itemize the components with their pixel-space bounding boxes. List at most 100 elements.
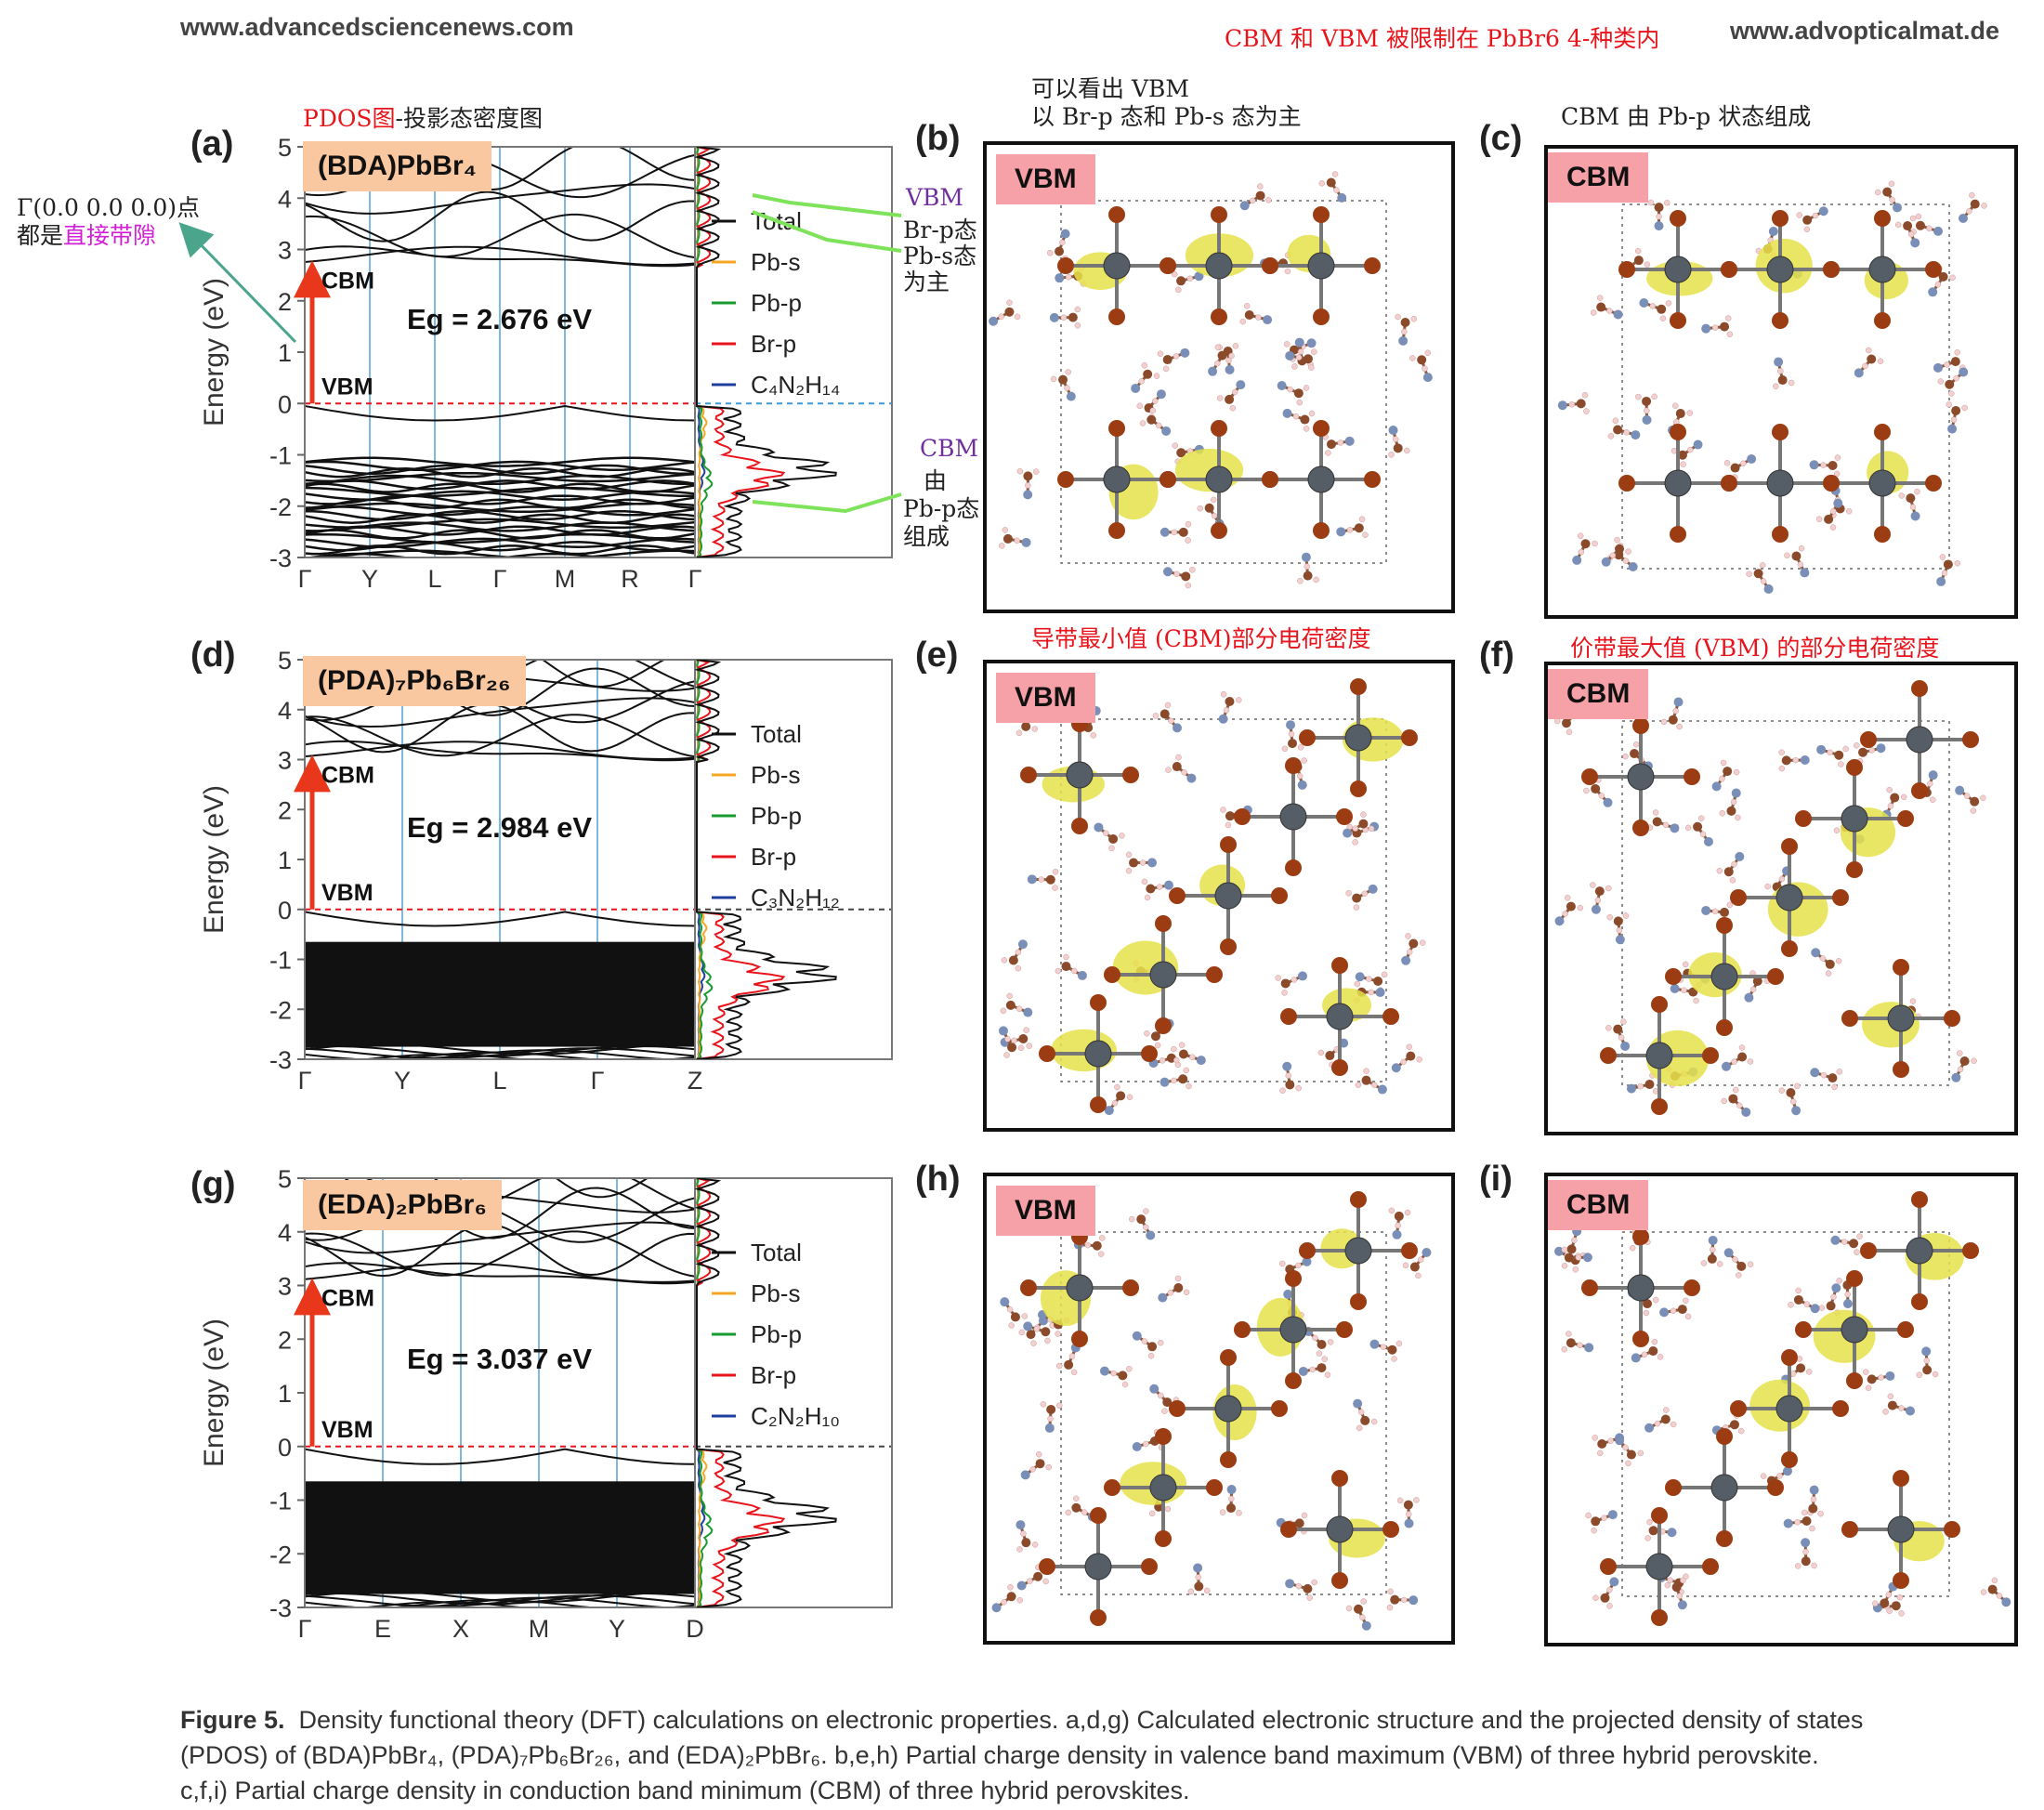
nitrogen-atom — [1016, 1580, 1027, 1591]
hydrogen-atom — [1862, 362, 1868, 370]
hydrogen-atom — [1886, 786, 1893, 794]
nitrogen-atom — [1809, 460, 1819, 470]
bromine-atom — [1925, 475, 1942, 492]
bromine-atom — [1336, 808, 1353, 825]
hydrogen-atom — [1014, 537, 1020, 544]
legend-label-1: Pb-s — [751, 761, 800, 789]
hydrogen-atom — [1156, 884, 1163, 890]
carbon-atom — [1723, 767, 1733, 777]
unit-cell-outline — [1060, 200, 1387, 564]
nitrogen-atom — [1670, 823, 1680, 833]
hydrogen-atom — [1817, 1510, 1824, 1517]
charge-density-h: VBM — [983, 1173, 1455, 1645]
hydrogen-atom — [1622, 1444, 1629, 1451]
y-tick-label-5: 5 — [278, 134, 292, 162]
y-tick-label-3: 3 — [278, 747, 292, 775]
nitrogen-atom — [1818, 206, 1828, 216]
carbon-atom — [1796, 1363, 1806, 1373]
carbon-atom — [1225, 811, 1235, 821]
hydrogen-atom — [1946, 401, 1952, 408]
journal-url-right[interactable]: www.advopticalmat.de — [1730, 17, 2000, 45]
nitrogen-atom — [1337, 192, 1347, 203]
bromine-atom — [1401, 1242, 1418, 1259]
carbon-atom — [1849, 1239, 1859, 1249]
badge-h: VBM — [996, 1186, 1095, 1236]
hydrogen-atom — [1614, 536, 1620, 544]
carbon-atom — [1594, 886, 1605, 897]
hydrogen-atom — [1834, 454, 1841, 461]
hydrogen-atom — [1395, 313, 1401, 321]
journal-url-left[interactable]: www.advancedsciencenews.com — [180, 13, 574, 41]
bromine-atom — [1285, 757, 1302, 774]
valence-band-11 — [305, 498, 695, 509]
nitrogen-atom — [991, 1603, 1002, 1613]
carbon-atom — [1566, 1338, 1576, 1348]
label-d: (d) — [190, 636, 236, 675]
hydrogen-atom — [1228, 352, 1235, 360]
bromine-atom — [1071, 818, 1088, 834]
hydrogen-atom — [1026, 1043, 1033, 1049]
nitrogen-atom — [1801, 1538, 1811, 1548]
hydrogen-atom — [1649, 303, 1657, 309]
carbon-atom — [1176, 276, 1186, 286]
caption-line3: c,f,i) Partial charge density in conduct… — [180, 1777, 1190, 1804]
nitrogen-atom — [1810, 1068, 1820, 1078]
nitrogen-atom — [1947, 424, 1958, 434]
nitrogen-atom — [1162, 567, 1173, 577]
y-tick-label-5: 5 — [278, 1165, 292, 1193]
hydrogen-atom — [1854, 742, 1860, 749]
hydrogen-atom — [1417, 1256, 1424, 1264]
nitrogen-atom — [1023, 1321, 1033, 1331]
compound-badge-d: (PDA)₇Pb₆Br₂₆ — [303, 656, 526, 706]
nitrogen-atom — [1642, 414, 1652, 425]
carbon-atom — [1566, 901, 1576, 912]
hydrogen-atom — [1171, 1077, 1177, 1084]
carbon-atom — [1801, 1556, 1811, 1567]
nitrogen-atom — [1388, 426, 1398, 436]
nitrogen-atom — [1131, 383, 1141, 393]
bromine-atom — [1211, 206, 1227, 223]
nitrogen-atom — [1831, 1283, 1841, 1293]
bromine-atom — [1160, 257, 1176, 274]
hydrogen-atom — [1699, 831, 1707, 838]
bromine-atom — [1271, 1400, 1288, 1417]
hydrogen-atom — [1625, 548, 1631, 555]
bromine-atom — [1767, 968, 1784, 985]
hydrogen-atom — [1664, 200, 1671, 206]
hydrogen-atom — [1591, 1527, 1597, 1534]
carbon-atom — [1906, 493, 1916, 504]
hydrogen-atom — [1622, 912, 1630, 919]
nitrogen-atom — [1193, 1563, 1203, 1573]
lead-atom — [1344, 724, 1372, 752]
carbon-atom — [1406, 1051, 1416, 1061]
k-point-label-1: Y — [394, 1067, 411, 1095]
hydrogen-atom — [1211, 496, 1217, 504]
carbon-atom — [1597, 1439, 1607, 1449]
vbm-note-line1: 可以看出 VBM — [1031, 75, 1189, 102]
y-tick-label-2: 2 — [278, 288, 292, 316]
carbon-atom — [1828, 1073, 1838, 1083]
bromine-atom — [1331, 1059, 1348, 1076]
hydrogen-atom — [1566, 1331, 1572, 1337]
hydrogen-atom — [1040, 1401, 1047, 1408]
cbm-charge-note: 导带最小值 (CBM)部分电荷密度 — [1031, 625, 1371, 652]
hydrogen-atom — [1729, 877, 1736, 884]
hydrogen-atom — [1152, 713, 1160, 719]
carbon-atom — [1657, 304, 1667, 314]
hydrogen-atom — [1148, 1510, 1156, 1517]
valence-band-1 — [305, 460, 695, 472]
hydrogen-atom — [1830, 1293, 1837, 1301]
y-tick-label--3: -3 — [269, 1046, 292, 1074]
hydrogen-atom — [1236, 1510, 1242, 1516]
hydrogen-atom — [1939, 554, 1946, 560]
hydrogen-atom — [1358, 516, 1366, 522]
bromine-atom — [1632, 1331, 1649, 1347]
nitrogen-atom — [1017, 939, 1028, 950]
legend-label-4: C₃N₂H₁₂ — [751, 884, 840, 912]
hydrogen-atom — [1065, 1509, 1072, 1516]
hydrogen-atom — [1829, 524, 1837, 531]
hydrogen-atom — [1154, 1042, 1161, 1049]
hydrogen-atom — [1740, 460, 1747, 467]
carbon-atom — [1950, 357, 1960, 367]
carbon-atom — [1564, 1253, 1574, 1263]
